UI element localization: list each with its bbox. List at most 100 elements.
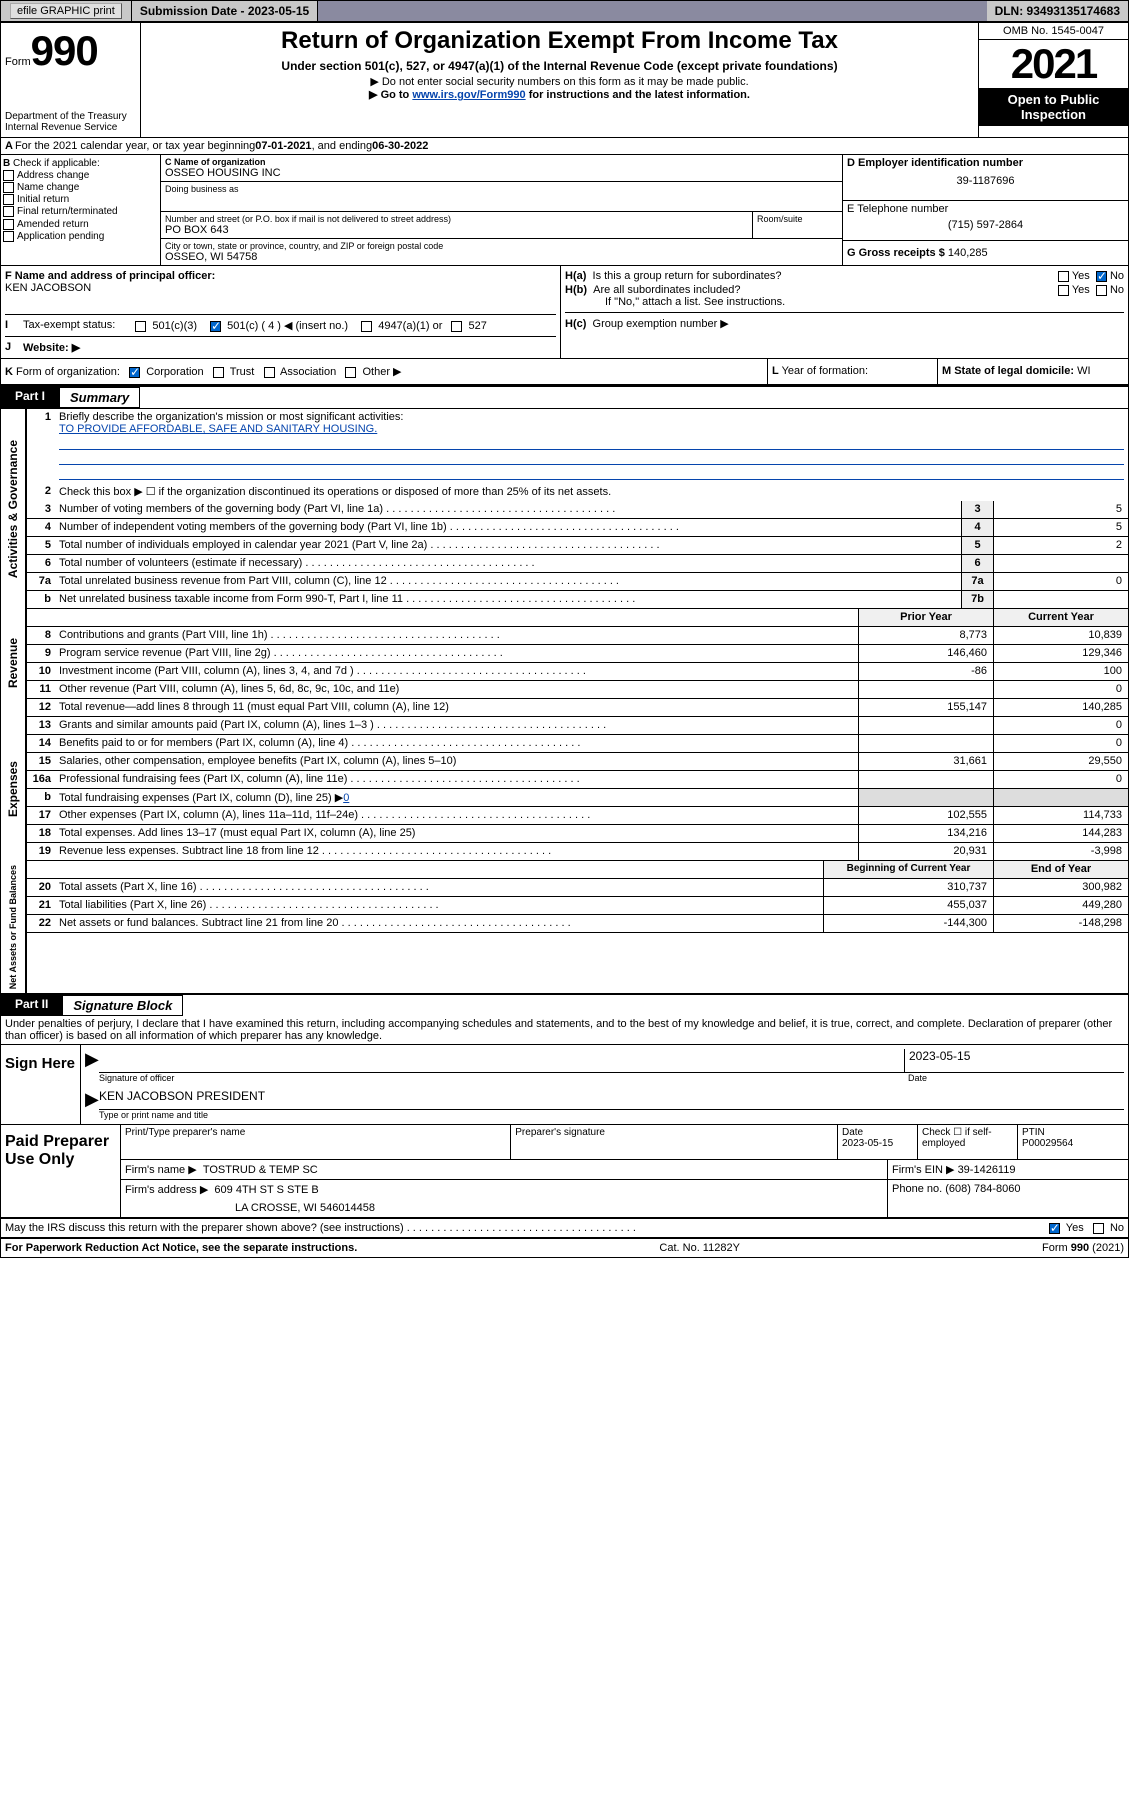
firm-addr1: 609 4TH ST S STE B: [214, 1184, 318, 1196]
c16a: 0: [993, 771, 1128, 788]
box4: 4: [961, 519, 993, 536]
c15: 29,550: [993, 753, 1128, 770]
street: PO BOX 643: [165, 224, 748, 236]
p8: 8,773: [858, 627, 993, 644]
ln5: 5: [27, 537, 55, 554]
ln22: 22: [27, 915, 55, 932]
ty-end: 06-30-2022: [372, 140, 428, 152]
cb-discuss-yes[interactable]: [1049, 1223, 1060, 1234]
f-h-block: F Name and address of principal officer:…: [1, 266, 1128, 359]
tax-year-mid: , and ending: [312, 140, 373, 152]
col-end: End of Year: [993, 861, 1128, 878]
r13: Grants and similar amounts paid (Part IX…: [59, 719, 374, 731]
cb-hb-no[interactable]: [1096, 285, 1107, 296]
form-label: Form: [5, 56, 31, 68]
prep-name-h: Print/Type preparer's name: [121, 1125, 511, 1159]
cb-hb-yes[interactable]: [1058, 285, 1069, 296]
cb-amended[interactable]: [3, 219, 14, 230]
cb-527[interactable]: [451, 321, 462, 332]
cb-501c[interactable]: [210, 321, 221, 332]
r14: Benefits paid to or for members (Part IX…: [59, 737, 348, 749]
v7b: [993, 591, 1128, 608]
cb-address-change[interactable]: [3, 170, 14, 181]
cb-initial[interactable]: [3, 194, 14, 205]
perjury-text: Under penalties of perjury, I declare th…: [1, 1016, 1128, 1045]
cb-discuss-no[interactable]: [1093, 1223, 1104, 1234]
officer-name: KEN JACOBSON: [5, 282, 556, 294]
cb-501c3[interactable]: [135, 321, 146, 332]
cb-corp[interactable]: [129, 367, 140, 378]
m-label: M State of legal domicile:: [942, 365, 1074, 377]
b-opt-4: Amended return: [17, 219, 89, 230]
p9: 146,460: [858, 645, 993, 662]
ln2: 2: [27, 483, 55, 501]
r21: Total liabilities (Part X, line 26): [59, 899, 206, 911]
discuss-text: May the IRS discuss this return with the…: [5, 1222, 404, 1234]
i-opt0: 501(c)(3): [152, 320, 197, 332]
goto-pre: ▶ Go to: [369, 89, 412, 101]
r22: Net assets or fund balances. Subtract li…: [59, 917, 338, 929]
firm-ein: 39-1426119: [958, 1164, 1016, 1176]
subtitle-1: Under section 501(c), 527, or 4947(a)(1)…: [145, 59, 974, 73]
i-opt3: 527: [469, 320, 487, 332]
cb-app-pending[interactable]: [3, 231, 14, 242]
cb-ha-no[interactable]: [1096, 271, 1107, 282]
ha-text: Is this a group return for subordinates?: [593, 270, 782, 282]
b-opt-1: Name change: [17, 182, 79, 193]
omb-number: OMB No. 1545-0047: [979, 23, 1128, 40]
pra-notice: For Paperwork Reduction Act Notice, see …: [5, 1242, 357, 1254]
c14: 0: [993, 735, 1128, 752]
room-label: Room/suite: [757, 214, 838, 224]
v4: 5: [993, 519, 1128, 536]
cb-trust[interactable]: [213, 367, 224, 378]
p15: 31,661: [858, 753, 993, 770]
gross-receipts: 140,285: [948, 247, 988, 259]
r17: Other expenses (Part IX, column (A), lin…: [59, 809, 358, 821]
vlabel-expenses: Expenses: [1, 717, 27, 861]
open-public-1: Open to Public: [1008, 92, 1100, 107]
ln16b: b: [27, 789, 55, 806]
b-opt-2: Initial return: [17, 194, 69, 205]
c10: 100: [993, 663, 1128, 680]
mission-line: [59, 466, 1124, 480]
cb-name-change[interactable]: [3, 182, 14, 193]
cb-ha-yes[interactable]: [1058, 271, 1069, 282]
dept-label: Department of the Treasury: [5, 111, 136, 122]
cb-assoc[interactable]: [264, 367, 275, 378]
ln11: 11: [27, 681, 55, 698]
v5: 2: [993, 537, 1128, 554]
phone: (715) 597-2864: [847, 219, 1124, 231]
open-public-2: Inspection: [1021, 107, 1086, 122]
firm-phone-label: Phone no.: [892, 1183, 942, 1195]
hc-text: Group exemption number ▶: [593, 318, 729, 330]
firm-phone: (608) 784-8060: [945, 1183, 1020, 1195]
mission-line: [59, 436, 1124, 450]
cb-other[interactable]: [345, 367, 356, 378]
ha-yes: Yes: [1072, 270, 1090, 282]
q7a: Total unrelated business revenue from Pa…: [59, 575, 387, 587]
r16b-val: 0: [343, 792, 349, 804]
prep-date: 2023-05-15: [842, 1138, 893, 1149]
ln21: 21: [27, 897, 55, 914]
q5: Total number of individuals employed in …: [59, 539, 427, 551]
q6: Total number of volunteers (estimate if …: [59, 557, 302, 569]
q3: Number of voting members of the governin…: [59, 503, 383, 515]
irs-link[interactable]: www.irs.gov/Form990: [412, 89, 525, 101]
f-label: F Name and address of principal officer:: [5, 270, 556, 282]
col-prior: Prior Year: [858, 609, 993, 626]
cb-final[interactable]: [3, 206, 14, 217]
sign-arrow-icon: ▶: [85, 1089, 99, 1110]
ln13: 13: [27, 717, 55, 734]
form-title: Return of Organization Exempt From Incom…: [145, 27, 974, 55]
i-opt2: 4947(a)(1) or: [378, 320, 442, 332]
c22: -148,298: [993, 915, 1128, 932]
efile-print-button[interactable]: efile GRAPHIC print: [10, 3, 122, 19]
r9: Program service revenue (Part VIII, line…: [59, 647, 271, 659]
ty-begin: 07-01-2021: [255, 140, 311, 152]
firm-addr-label: Firm's address ▶: [125, 1184, 208, 1196]
ln18: 18: [27, 825, 55, 842]
v7a: 0: [993, 573, 1128, 590]
c17: 114,733: [993, 807, 1128, 824]
cb-4947[interactable]: [361, 321, 372, 332]
p21: 455,037: [823, 897, 993, 914]
